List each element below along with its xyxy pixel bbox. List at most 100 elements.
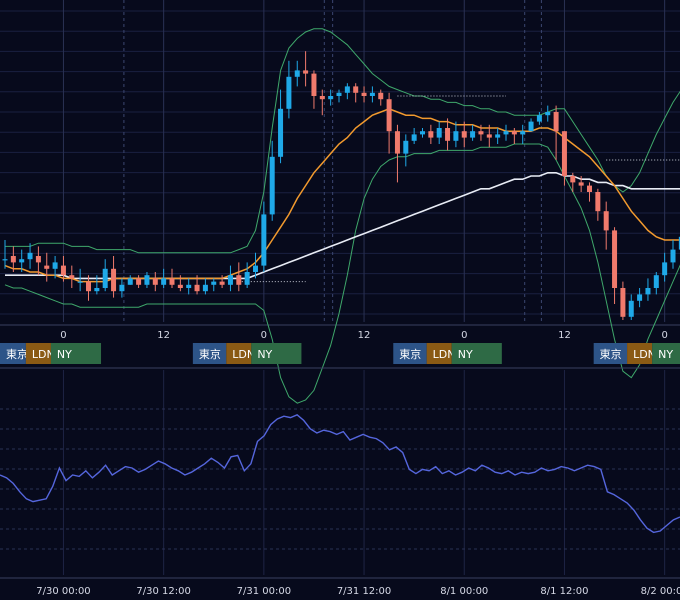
candle-body (52, 262, 58, 269)
session-block (393, 343, 427, 364)
candlesticks (2, 51, 680, 320)
session-label: 東京 (399, 347, 421, 361)
candle-body (144, 275, 150, 285)
oscillator-pane (0, 413, 680, 534)
session-block (50, 343, 102, 364)
session-label: LDN (433, 348, 456, 361)
candle-body (344, 86, 350, 93)
candle-body (662, 262, 668, 276)
session-label: 東京 (6, 347, 28, 361)
band-upper (5, 28, 680, 254)
session-block (25, 343, 51, 364)
candle-body (69, 275, 75, 279)
candle-body (303, 70, 309, 74)
session-block (627, 343, 653, 364)
candle-body (536, 115, 542, 122)
candle-body (553, 112, 559, 132)
candle-body (35, 256, 41, 263)
session-label: LDN (32, 348, 55, 361)
date-tick-label: 7/30 12:00 (136, 586, 190, 597)
hour-tick-label: 0 (461, 330, 467, 341)
band-lower (4, 143, 680, 404)
date-tick-label: 8/1 12:00 (540, 586, 588, 597)
candle-body (177, 284, 183, 288)
moving-averages (4, 107, 680, 283)
candle-body (486, 134, 492, 138)
candle-body (378, 92, 384, 100)
candle-body (44, 265, 50, 269)
candle-body (495, 134, 501, 138)
candle-body (219, 281, 225, 285)
hour-tick-label: 12 (558, 330, 571, 341)
candle-body (94, 288, 100, 292)
candle-body (60, 265, 66, 276)
candle-body (587, 185, 592, 192)
session-bar: 東京 LDN NY 東京 LDN NY 東京 LDN NY 東京 LDN NY (0, 343, 680, 369)
candle-body (511, 131, 517, 135)
candle-body (127, 278, 133, 285)
candle-body (278, 108, 284, 157)
candle-body (470, 131, 476, 138)
candle-body (202, 284, 208, 292)
candle-body (369, 92, 375, 96)
candle-body (336, 92, 342, 96)
session-block (652, 343, 680, 364)
candle-body (194, 284, 200, 292)
date-tick-label: 7/30 00:00 (36, 586, 90, 597)
candle-body (169, 278, 175, 285)
candle-body (294, 70, 300, 77)
candle-body (111, 268, 117, 292)
candle-body (353, 86, 359, 93)
candle-body (2, 259, 8, 261)
session-label: 東京 (600, 347, 622, 361)
candle-body (152, 278, 158, 285)
candle-body (420, 131, 425, 135)
hour-axis: 0 12 0 12 0 12 0 (60, 330, 668, 341)
candle-body (236, 275, 242, 285)
oscillator-grid (0, 408, 680, 550)
candle-body (253, 265, 258, 272)
candle-body (461, 131, 467, 138)
candle-body (244, 272, 250, 285)
date-tick-label: 7/31 00:00 (237, 586, 291, 597)
candle-body (86, 281, 91, 292)
hour-tick-label: 12 (157, 330, 170, 341)
hour-tick-label: 0 (661, 330, 667, 341)
candle-body (578, 182, 584, 186)
main-grid (0, 10, 680, 326)
session-block (226, 343, 252, 364)
candle-body (478, 131, 484, 135)
candle-body (19, 259, 25, 263)
candle-body (453, 131, 459, 141)
hour-tick-label: 0 (60, 330, 66, 341)
date-axis: 7/30 00:00 7/30 12:00 7/31 00:00 7/31 12:00… (0, 577, 680, 597)
candle-body (595, 192, 601, 212)
session-block (593, 343, 628, 364)
candle-body (261, 214, 267, 266)
candle-body (319, 96, 325, 100)
session-label: NY (57, 348, 72, 361)
candle-body (428, 131, 434, 138)
session-label: NY (257, 348, 272, 361)
ma-short (4, 107, 680, 283)
candle-body (620, 288, 626, 317)
candle-body (227, 275, 233, 285)
candle-body (77, 281, 83, 283)
candle-body (603, 211, 609, 231)
candle-body (10, 256, 16, 263)
session-label: LDN (633, 348, 656, 361)
candle-body (386, 99, 392, 132)
hour-tick-label: 0 (261, 330, 267, 341)
session-label: NY (458, 348, 473, 361)
session-block (451, 343, 502, 364)
session-block (251, 343, 302, 364)
date-tick-label: 7/31 12:00 (337, 586, 391, 597)
candle-body (520, 131, 526, 135)
candle-body (545, 112, 551, 116)
oscillator-line (0, 413, 680, 534)
session-block (426, 343, 452, 364)
candle-body (436, 128, 442, 138)
candle-body (528, 121, 534, 132)
session-label: LDN (232, 348, 255, 361)
candle-body (119, 284, 125, 292)
